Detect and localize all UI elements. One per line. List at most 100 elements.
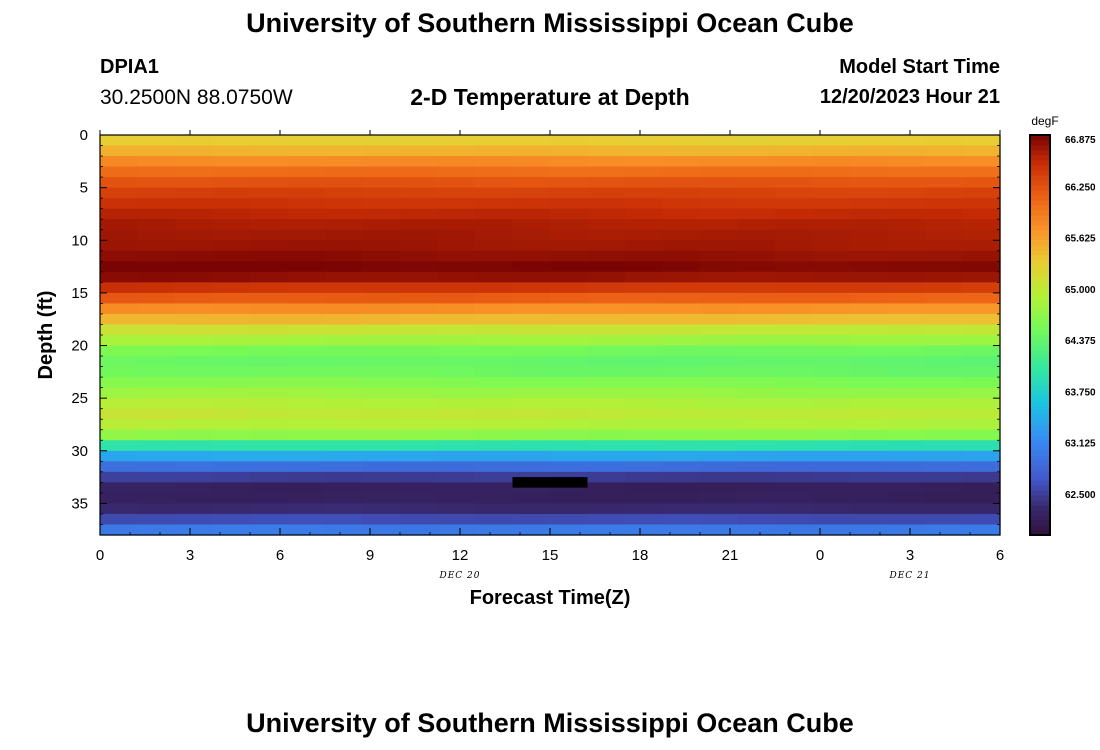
heatmap-cell bbox=[587, 177, 626, 189]
heatmap-cell bbox=[512, 198, 551, 210]
heatmap-cell bbox=[737, 166, 776, 178]
heatmap-cell bbox=[775, 313, 814, 326]
heatmap-cell bbox=[100, 503, 139, 515]
colorbar-segment bbox=[1030, 325, 1050, 331]
heatmap-cell bbox=[850, 356, 889, 368]
heatmap-cell bbox=[587, 366, 626, 378]
heatmap-cell bbox=[962, 419, 1001, 431]
heatmap-cell bbox=[737, 145, 776, 157]
heatmap-cell bbox=[100, 345, 139, 357]
heatmap-cell bbox=[625, 503, 664, 515]
heatmap-cell bbox=[550, 482, 589, 494]
heatmap-cell bbox=[437, 345, 476, 357]
heatmap-cell bbox=[325, 156, 364, 168]
heatmap-cell bbox=[925, 166, 964, 178]
colorbar-segment bbox=[1030, 520, 1050, 526]
heatmap-cell bbox=[137, 229, 176, 241]
heatmap-cell bbox=[625, 229, 664, 241]
heatmap-cell bbox=[137, 166, 176, 178]
y-tick-label: 5 bbox=[80, 180, 88, 197]
heatmap-cell bbox=[100, 219, 139, 231]
heatmap-cell bbox=[362, 187, 401, 199]
heatmap-cell bbox=[850, 135, 889, 147]
heatmap-cell bbox=[850, 398, 889, 410]
y-tick-label: 10 bbox=[71, 232, 88, 249]
heatmap-cell bbox=[400, 250, 439, 262]
heatmap-cell bbox=[400, 335, 439, 347]
heatmap-cell bbox=[737, 398, 776, 410]
heatmap-cell bbox=[737, 450, 776, 462]
colorbar-tick-label: 63.750 bbox=[1065, 387, 1096, 398]
heatmap-cell bbox=[137, 440, 176, 452]
heatmap-cell bbox=[212, 198, 251, 210]
heatmap-cell bbox=[100, 324, 139, 336]
heatmap-cell bbox=[175, 303, 214, 315]
heatmap-cell bbox=[587, 377, 626, 389]
colorbar-segment bbox=[1030, 505, 1050, 511]
heatmap-cell bbox=[212, 177, 251, 189]
heatmap-cell bbox=[400, 292, 439, 305]
heatmap-cell bbox=[700, 356, 739, 368]
heatmap-cell bbox=[662, 450, 701, 462]
heatmap-cell bbox=[475, 156, 514, 168]
heatmap-cell bbox=[587, 303, 626, 315]
heatmap-cell bbox=[512, 335, 551, 347]
heatmap-cell bbox=[625, 166, 664, 178]
heatmap-cell bbox=[737, 345, 776, 357]
heatmap-cell bbox=[287, 303, 326, 315]
heatmap-cell bbox=[625, 450, 664, 462]
heatmap-cell bbox=[362, 250, 401, 262]
colorbar-segment bbox=[1030, 175, 1050, 181]
heatmap-cell bbox=[587, 461, 626, 473]
heatmap-cell bbox=[212, 524, 251, 536]
heatmap-cell bbox=[100, 377, 139, 389]
colorbar-segment bbox=[1030, 335, 1050, 341]
heatmap-cell bbox=[362, 450, 401, 462]
heatmap-cell bbox=[325, 166, 364, 178]
heatmap-cell bbox=[137, 177, 176, 189]
heatmap-cell bbox=[400, 198, 439, 210]
colorbar-segment bbox=[1030, 365, 1050, 371]
heatmap-cell bbox=[737, 282, 776, 294]
heatmap-cell bbox=[850, 166, 889, 178]
heatmap-cell bbox=[962, 229, 1001, 241]
heatmap-cell bbox=[925, 335, 964, 347]
heatmap-cell bbox=[625, 187, 664, 199]
heatmap-cell bbox=[962, 345, 1001, 357]
heatmap-cell bbox=[175, 387, 214, 399]
heatmap-cell bbox=[475, 471, 514, 483]
heatmap-cell bbox=[325, 250, 364, 262]
heatmap-cell bbox=[287, 440, 326, 452]
heatmap-cell bbox=[287, 345, 326, 357]
heatmap-cell bbox=[100, 271, 139, 283]
heatmap-cell bbox=[887, 513, 926, 526]
colorbar-segment bbox=[1030, 240, 1050, 246]
heatmap-cell bbox=[137, 324, 176, 336]
heatmap-cell bbox=[475, 229, 514, 241]
heatmap-cell bbox=[362, 482, 401, 494]
heatmap-cell bbox=[287, 282, 326, 294]
heatmap-cell bbox=[662, 240, 701, 252]
heatmap-cell bbox=[175, 482, 214, 494]
heatmap-cell bbox=[287, 492, 326, 505]
colorbar-segment bbox=[1030, 200, 1050, 206]
heatmap-cell bbox=[812, 135, 851, 147]
heatmap-cell bbox=[250, 471, 289, 483]
heatmap-cell bbox=[475, 513, 514, 526]
heatmap-cell bbox=[925, 156, 964, 168]
heatmap-cell bbox=[550, 313, 589, 326]
heatmap-cell bbox=[925, 471, 964, 483]
heatmap-cell bbox=[625, 366, 664, 378]
heatmap-cell bbox=[475, 356, 514, 368]
heatmap-cell bbox=[250, 345, 289, 357]
heatmap-cell bbox=[212, 471, 251, 483]
heatmap-cell bbox=[100, 450, 139, 462]
heatmap-cell bbox=[700, 440, 739, 452]
model-start-label: Model Start Time bbox=[839, 56, 1000, 78]
heatmap-cell bbox=[362, 524, 401, 536]
heatmap-cell bbox=[850, 524, 889, 536]
heatmap-cell bbox=[437, 208, 476, 220]
x-tick-label: 6 bbox=[276, 547, 284, 564]
heatmap-cell bbox=[775, 345, 814, 357]
heatmap-cell bbox=[662, 429, 701, 441]
